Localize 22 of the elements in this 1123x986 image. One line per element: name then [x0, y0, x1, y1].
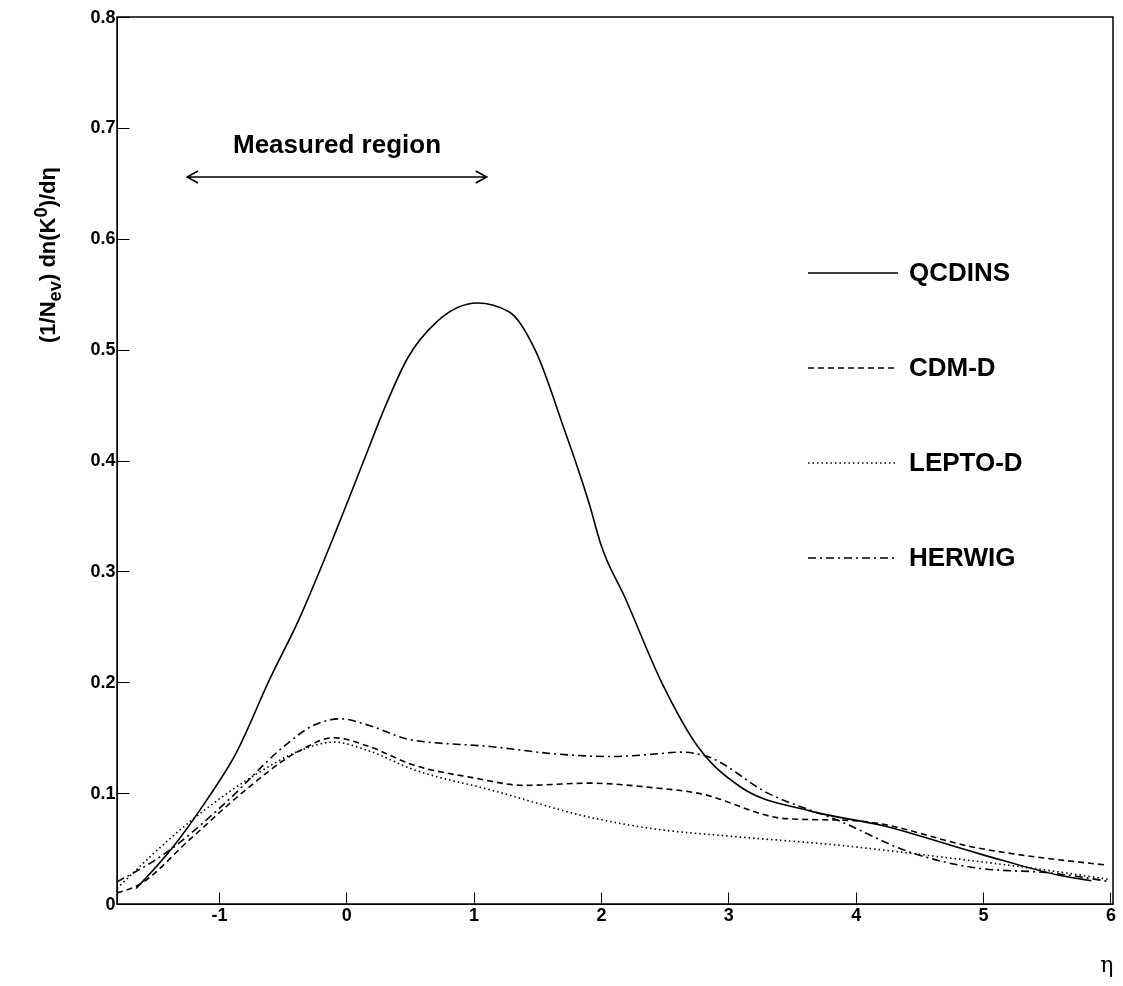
legend-label: QCDINS — [909, 257, 1011, 287]
x-tick-label: 1 — [469, 904, 480, 925]
y-tick-label: 0.6 — [90, 228, 116, 249]
y-tick-label: 0.2 — [90, 671, 116, 692]
annotation: Measured region — [232, 129, 442, 159]
y-tick-label: 0.5 — [90, 339, 116, 360]
x-tick-label: 3 — [723, 904, 734, 925]
y-tick-label: 0.8 — [90, 6, 116, 27]
y-tick-label: 0.1 — [90, 782, 116, 803]
x-tick-label: 6 — [1105, 904, 1116, 925]
legend-label: CDM-D — [909, 352, 996, 382]
x-tick-label: 2 — [596, 904, 607, 925]
legend-label: LEPTO-D — [909, 447, 1023, 477]
legend-label: HERWIG — [909, 542, 1016, 572]
x-tick-label: -1 — [211, 904, 228, 925]
x-tick-label: 5 — [978, 904, 989, 925]
x-axis-title: η — [1100, 951, 1114, 977]
y-tick-label: 0.3 — [90, 560, 116, 581]
y-tick-label: 0.4 — [90, 450, 116, 470]
x-tick-label: 4 — [851, 904, 862, 925]
x-tick-label: 0 — [341, 904, 352, 925]
y-tick-label: 0.7 — [90, 117, 116, 138]
